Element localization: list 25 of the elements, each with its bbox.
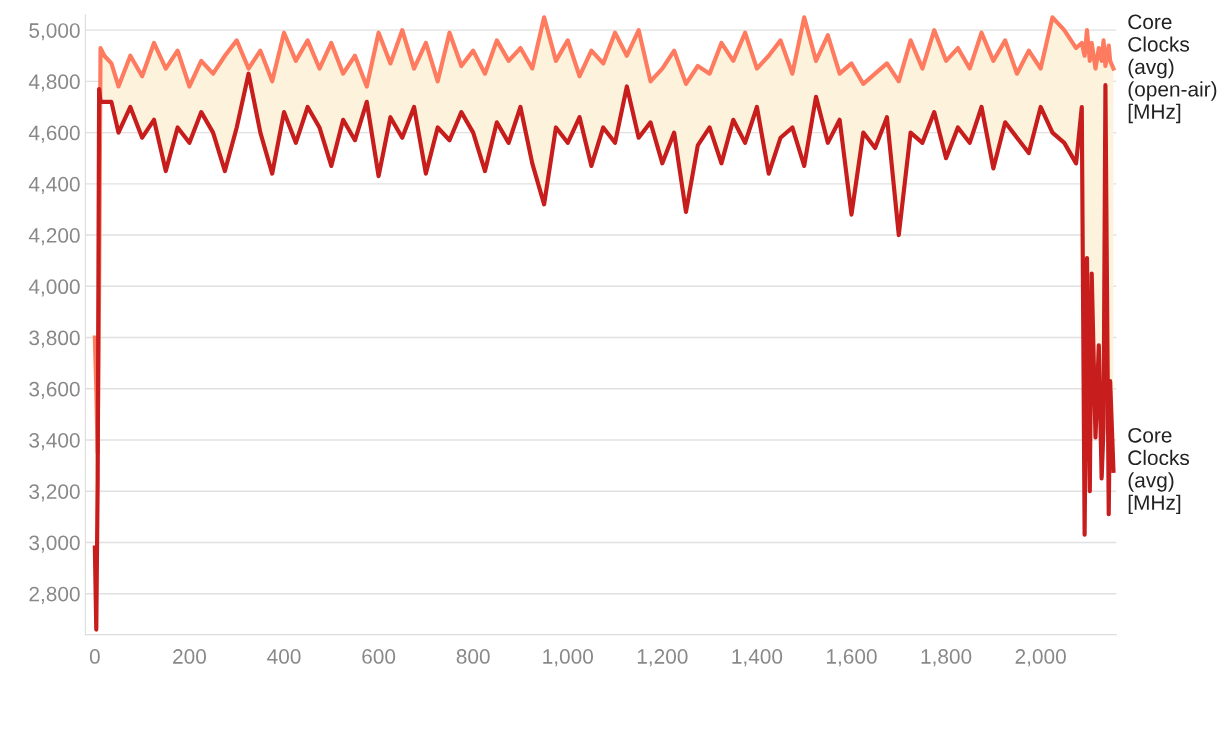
x-tick-label: 1,400 [732, 649, 783, 667]
y-tick-label: 3,000 [29, 535, 80, 553]
y-tick-label: 3,200 [29, 484, 80, 502]
y-tick-label: 4,400 [28, 176, 80, 195]
y-tick-label: 3,400 [29, 433, 80, 451]
x-tick-label: 800 [456, 649, 490, 664]
x-tick-label: 2,000 [1015, 649, 1066, 667]
y-tick-label: 4,800 [28, 74, 80, 92]
x-tick-label: 600 [362, 649, 396, 664]
y-tick-label: 4,600 [28, 125, 80, 143]
x-tick-label: 1,200 [637, 649, 688, 667]
y-tick-label: 3,800 [29, 330, 80, 348]
x-tick-label: 200 [173, 649, 206, 664]
y-tick-label: 2,800 [29, 586, 80, 604]
y-tick-label: 3,600 [29, 381, 80, 399]
x-tick-label: 400 [267, 649, 301, 664]
series-label: Core Clocks (avg) (open-air) [MHz] [1128, 14, 1217, 124]
x-tick-label: 0 [89, 649, 100, 664]
x-tick-label: 1,600 [827, 649, 877, 667]
x-tick-label: 1,800 [921, 649, 972, 667]
y-tick-label: 4,200 [28, 228, 80, 246]
series-label: Core Clocks (avg) [MHz] [1128, 427, 1190, 515]
y-tick-label: 5,000 [29, 23, 80, 41]
x-tick-label: 1,000 [543, 649, 593, 667]
y-tick-label: 4,000 [28, 279, 80, 297]
